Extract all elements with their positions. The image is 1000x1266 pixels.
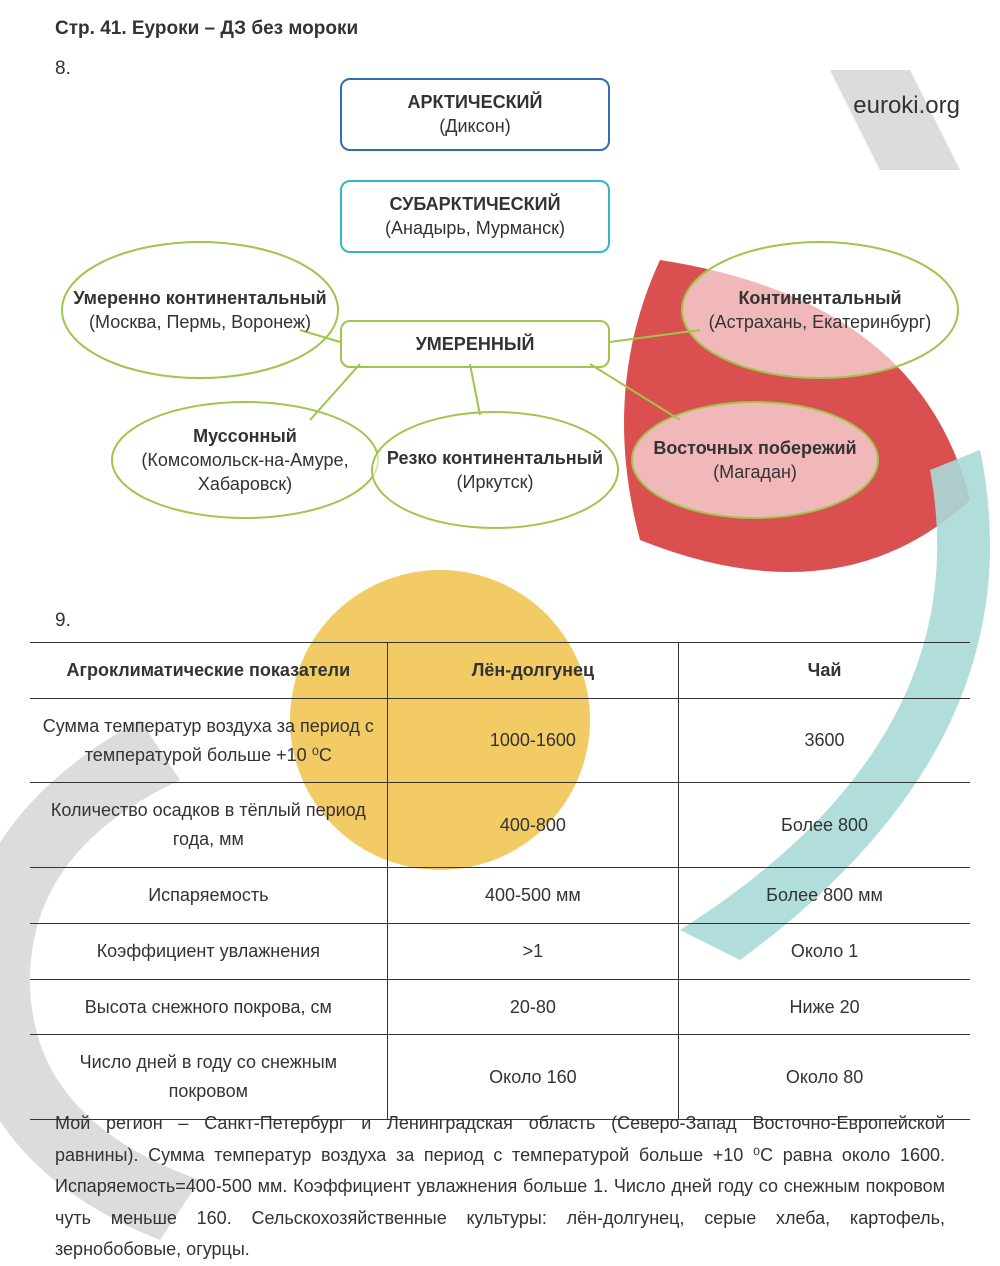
table-header-row: Агроклиматические показатели Лён-долгуне… xyxy=(30,643,970,699)
table-row: Высота снежного покрова, см20-80Ниже 20 xyxy=(30,979,970,1035)
node-e4: Резко континентальный(Иркутск) xyxy=(370,410,620,530)
table-cell: >1 xyxy=(387,923,678,979)
node-e1: Умеренно континентальный(Москва, Пермь, … xyxy=(60,240,340,380)
table-cell: Высота снежного покрова, см xyxy=(30,979,387,1035)
table-cell: Количество осадков в тёплый период года,… xyxy=(30,783,387,868)
table-row: Число дней в году со снежным покровомОко… xyxy=(30,1035,970,1120)
node-e2-title: Континентальный xyxy=(738,286,901,310)
table-row: Сумма температур воздуха за период с тем… xyxy=(30,698,970,783)
node-e2-sub: (Астрахань, Екатеринбург) xyxy=(709,310,932,334)
table-header-flax: Лён-долгунец xyxy=(387,643,678,699)
table-cell: Коэффициент увлажнения xyxy=(30,923,387,979)
node-e3-title: Муссонный xyxy=(193,424,297,448)
table-cell: 400-800 xyxy=(387,783,678,868)
node-e4-sub: (Иркутск) xyxy=(457,470,534,494)
table-cell: 1000-1600 xyxy=(387,698,678,783)
node-e2: Континентальный(Астрахань, Екатеринбург) xyxy=(680,240,960,380)
node-e1-sub: (Москва, Пермь, Воронеж) xyxy=(89,310,311,334)
agroclimate-table: Агроклиматические показатели Лён-долгуне… xyxy=(30,642,970,1120)
node-e4-title: Резко континентальный xyxy=(387,446,603,470)
table-cell: Около 1 xyxy=(679,923,970,979)
table-header-indicator: Агроклиматические показатели xyxy=(30,643,387,699)
watermark-url: euroki.org xyxy=(853,92,960,120)
table-cell: 400-500 мм xyxy=(387,867,678,923)
page-title: Стр. 41. Еуроки – ДЗ без мороки xyxy=(55,18,358,40)
table-header-tea: Чай xyxy=(679,643,970,699)
region-paragraph: Мой регион – Санкт-Петербург и Ленинград… xyxy=(55,1108,945,1266)
table-cell: Более 800 xyxy=(679,783,970,868)
table-cell: Ниже 20 xyxy=(679,979,970,1035)
table-cell: Число дней в году со снежным покровом xyxy=(30,1035,387,1120)
table-row: Коэффициент увлажнения>1Около 1 xyxy=(30,923,970,979)
node-e3: Муссонный(Комсомольск-на-Амуре, Хабаровс… xyxy=(110,400,380,520)
table-cell: Около 160 xyxy=(387,1035,678,1120)
table-cell: 3600 xyxy=(679,698,970,783)
climate-diagram: АРКТИЧЕСКИЙ (Диксон) СУБАРКТИЧЕСКИЙ (Ана… xyxy=(0,70,1000,590)
table-row: Количество осадков в тёплый период года,… xyxy=(30,783,970,868)
node-e5-sub: (Магадан) xyxy=(713,460,797,484)
node-e5: Восточных побережий(Магадан) xyxy=(630,400,880,520)
table-cell: Испаряемость xyxy=(30,867,387,923)
table-cell: 20-80 xyxy=(387,979,678,1035)
node-e3-sub: (Комсомольск-на-Амуре, Хабаровск) xyxy=(110,448,380,497)
table-cell: Более 800 мм xyxy=(679,867,970,923)
table-row: Испаряемость400-500 ммБолее 800 мм xyxy=(30,867,970,923)
table-cell: Около 80 xyxy=(679,1035,970,1120)
question-8-number: 8. xyxy=(55,58,71,80)
question-9-number: 9. xyxy=(55,610,71,632)
table-cell: Сумма температур воздуха за период с тем… xyxy=(30,698,387,783)
node-e1-title: Умеренно континентальный xyxy=(73,286,326,310)
node-e5-title: Восточных побережий xyxy=(653,436,856,460)
